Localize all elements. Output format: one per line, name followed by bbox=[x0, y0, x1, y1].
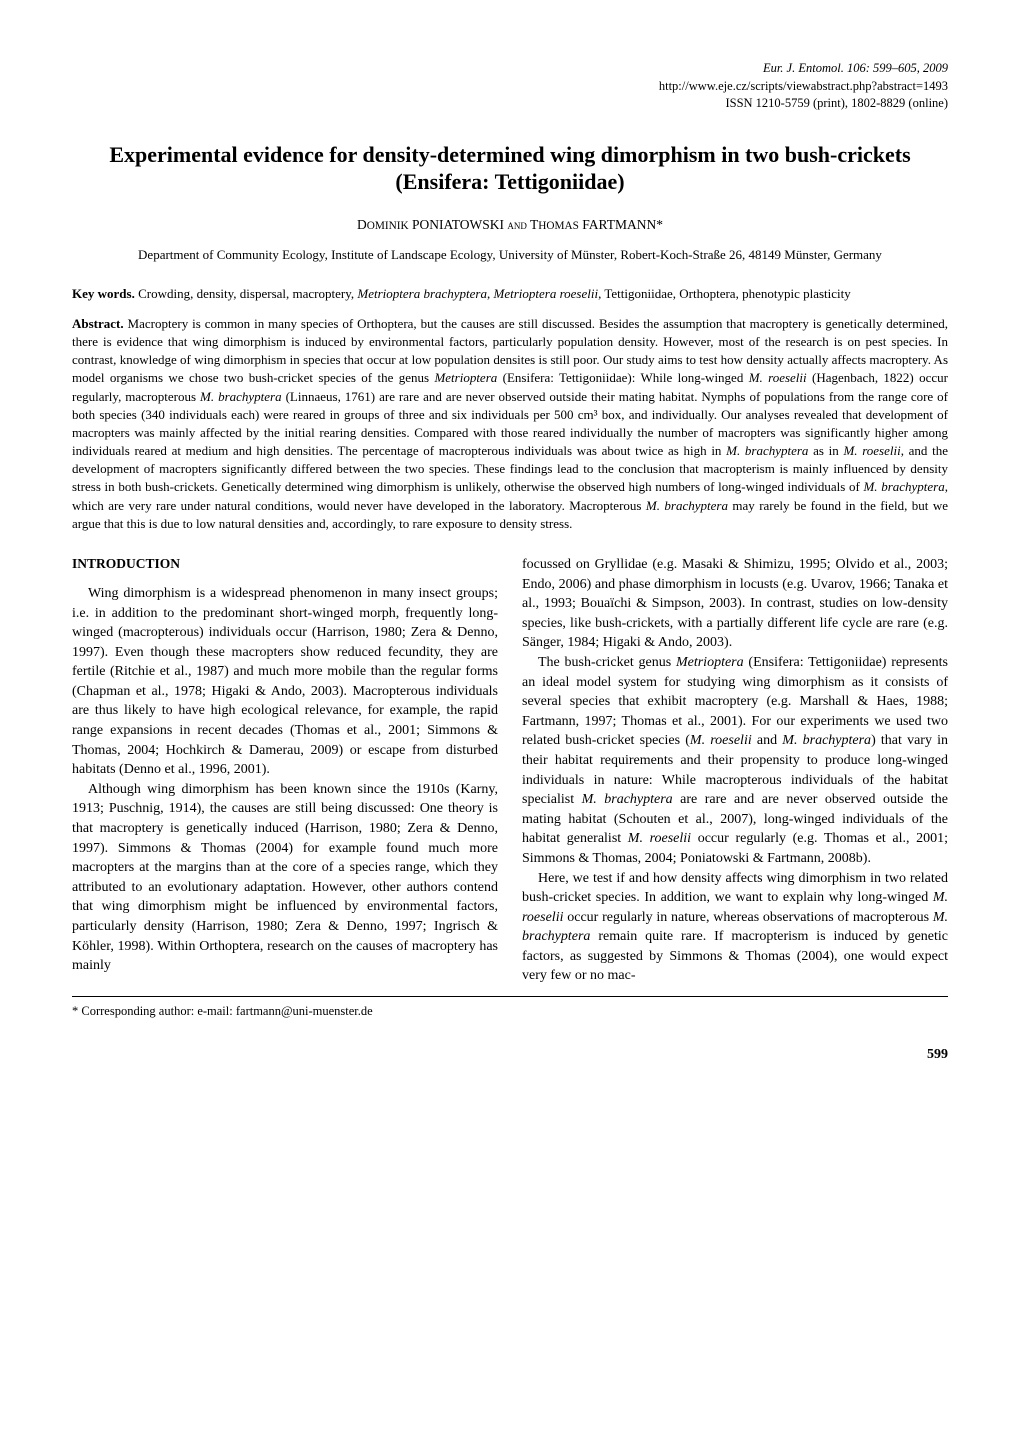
right-column: focussed on Gryllidae (e.g. Masaki & Shi… bbox=[522, 555, 948, 986]
article-url: http://www.eje.cz/scripts/viewabstract.p… bbox=[72, 78, 948, 96]
journal-citation: Eur. J. Entomol. 106: 599–605, 2009 bbox=[72, 60, 948, 78]
body-paragraph: Wing dimorphism is a widespread phenomen… bbox=[72, 584, 498, 780]
body-paragraph: The bush-cricket genus Metrioptera (Ensi… bbox=[522, 653, 948, 869]
corresponding-author-footnote: * Corresponding author: e-mail: fartmann… bbox=[72, 1003, 948, 1021]
authors-line: DOMINIK PONIATOWSKI and THOMAS FARTMANN* bbox=[72, 216, 948, 235]
affiliation: Department of Community Ecology, Institu… bbox=[72, 246, 948, 264]
body-paragraph: Although wing dimorphism has been known … bbox=[72, 780, 498, 976]
abstract-block: Abstract. Macroptery is common in many s… bbox=[72, 315, 948, 533]
left-column: INTRODUCTION Wing dimorphism is a widesp… bbox=[72, 555, 498, 986]
body-paragraph: focussed on Gryllidae (e.g. Masaki & Shi… bbox=[522, 555, 948, 653]
abstract-label: Abstract. bbox=[72, 316, 124, 331]
footnote-divider bbox=[72, 996, 948, 997]
header-meta: Eur. J. Entomol. 106: 599–605, 2009 http… bbox=[72, 60, 948, 113]
keywords-block: Key words. Crowding, density, dispersal,… bbox=[72, 285, 948, 303]
keywords-label: Key words. bbox=[72, 286, 135, 301]
keywords-text: Crowding, density, dispersal, macroptery… bbox=[135, 286, 851, 301]
section-title-introduction: INTRODUCTION bbox=[72, 555, 498, 574]
page-number: 599 bbox=[72, 1045, 948, 1065]
paper-title: Experimental evidence for density-determ… bbox=[72, 141, 948, 196]
two-column-body: INTRODUCTION Wing dimorphism is a widesp… bbox=[72, 555, 948, 986]
abstract-text: Macroptery is common in many species of … bbox=[72, 316, 948, 531]
body-paragraph: Here, we test if and how density affects… bbox=[522, 869, 948, 987]
issn-line: ISSN 1210-5759 (print), 1802-8829 (onlin… bbox=[72, 95, 948, 113]
